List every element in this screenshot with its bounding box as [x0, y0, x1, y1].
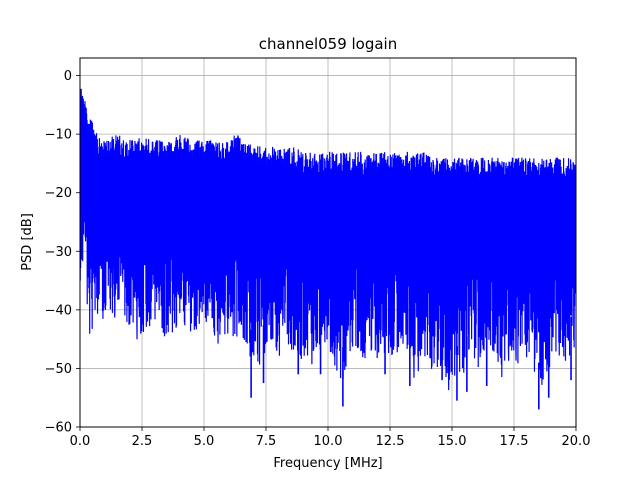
x-axis-ticks: 0.0 2.5 5.0 7.5 10.0 12.5 15.0 17.5 20.0	[70, 427, 591, 449]
x-tick-label: 17.5	[500, 434, 529, 449]
x-tick-label: 12.5	[376, 434, 405, 449]
y-tick-label: −20	[45, 186, 72, 201]
y-tick-label: −10	[45, 128, 72, 143]
x-axis-label: Frequency [MHz]	[273, 456, 382, 471]
y-tick-label: −60	[45, 421, 72, 436]
x-tick-label: 0.0	[70, 434, 91, 449]
x-tick-label: 20.0	[562, 434, 591, 449]
x-tick-label: 15.0	[438, 434, 467, 449]
y-tick-label: −50	[45, 362, 72, 377]
chart-title: channel059 logain	[259, 35, 398, 53]
y-tick-label: 0	[64, 69, 72, 84]
x-tick-label: 7.5	[256, 434, 277, 449]
y-tick-label: −30	[45, 245, 72, 260]
y-axis-ticks: 0 −10 −20 −30 −40 −50 −60	[45, 69, 80, 436]
psd-trace	[80, 88, 576, 391]
x-tick-label: 2.5	[132, 434, 153, 449]
x-tick-label: 10.0	[314, 434, 343, 449]
psd-series	[80, 88, 576, 410]
y-axis-label: PSD [dB]	[20, 213, 35, 271]
plot-area	[80, 88, 576, 410]
y-tick-label: −40	[45, 303, 72, 318]
x-tick-label: 5.0	[194, 434, 215, 449]
